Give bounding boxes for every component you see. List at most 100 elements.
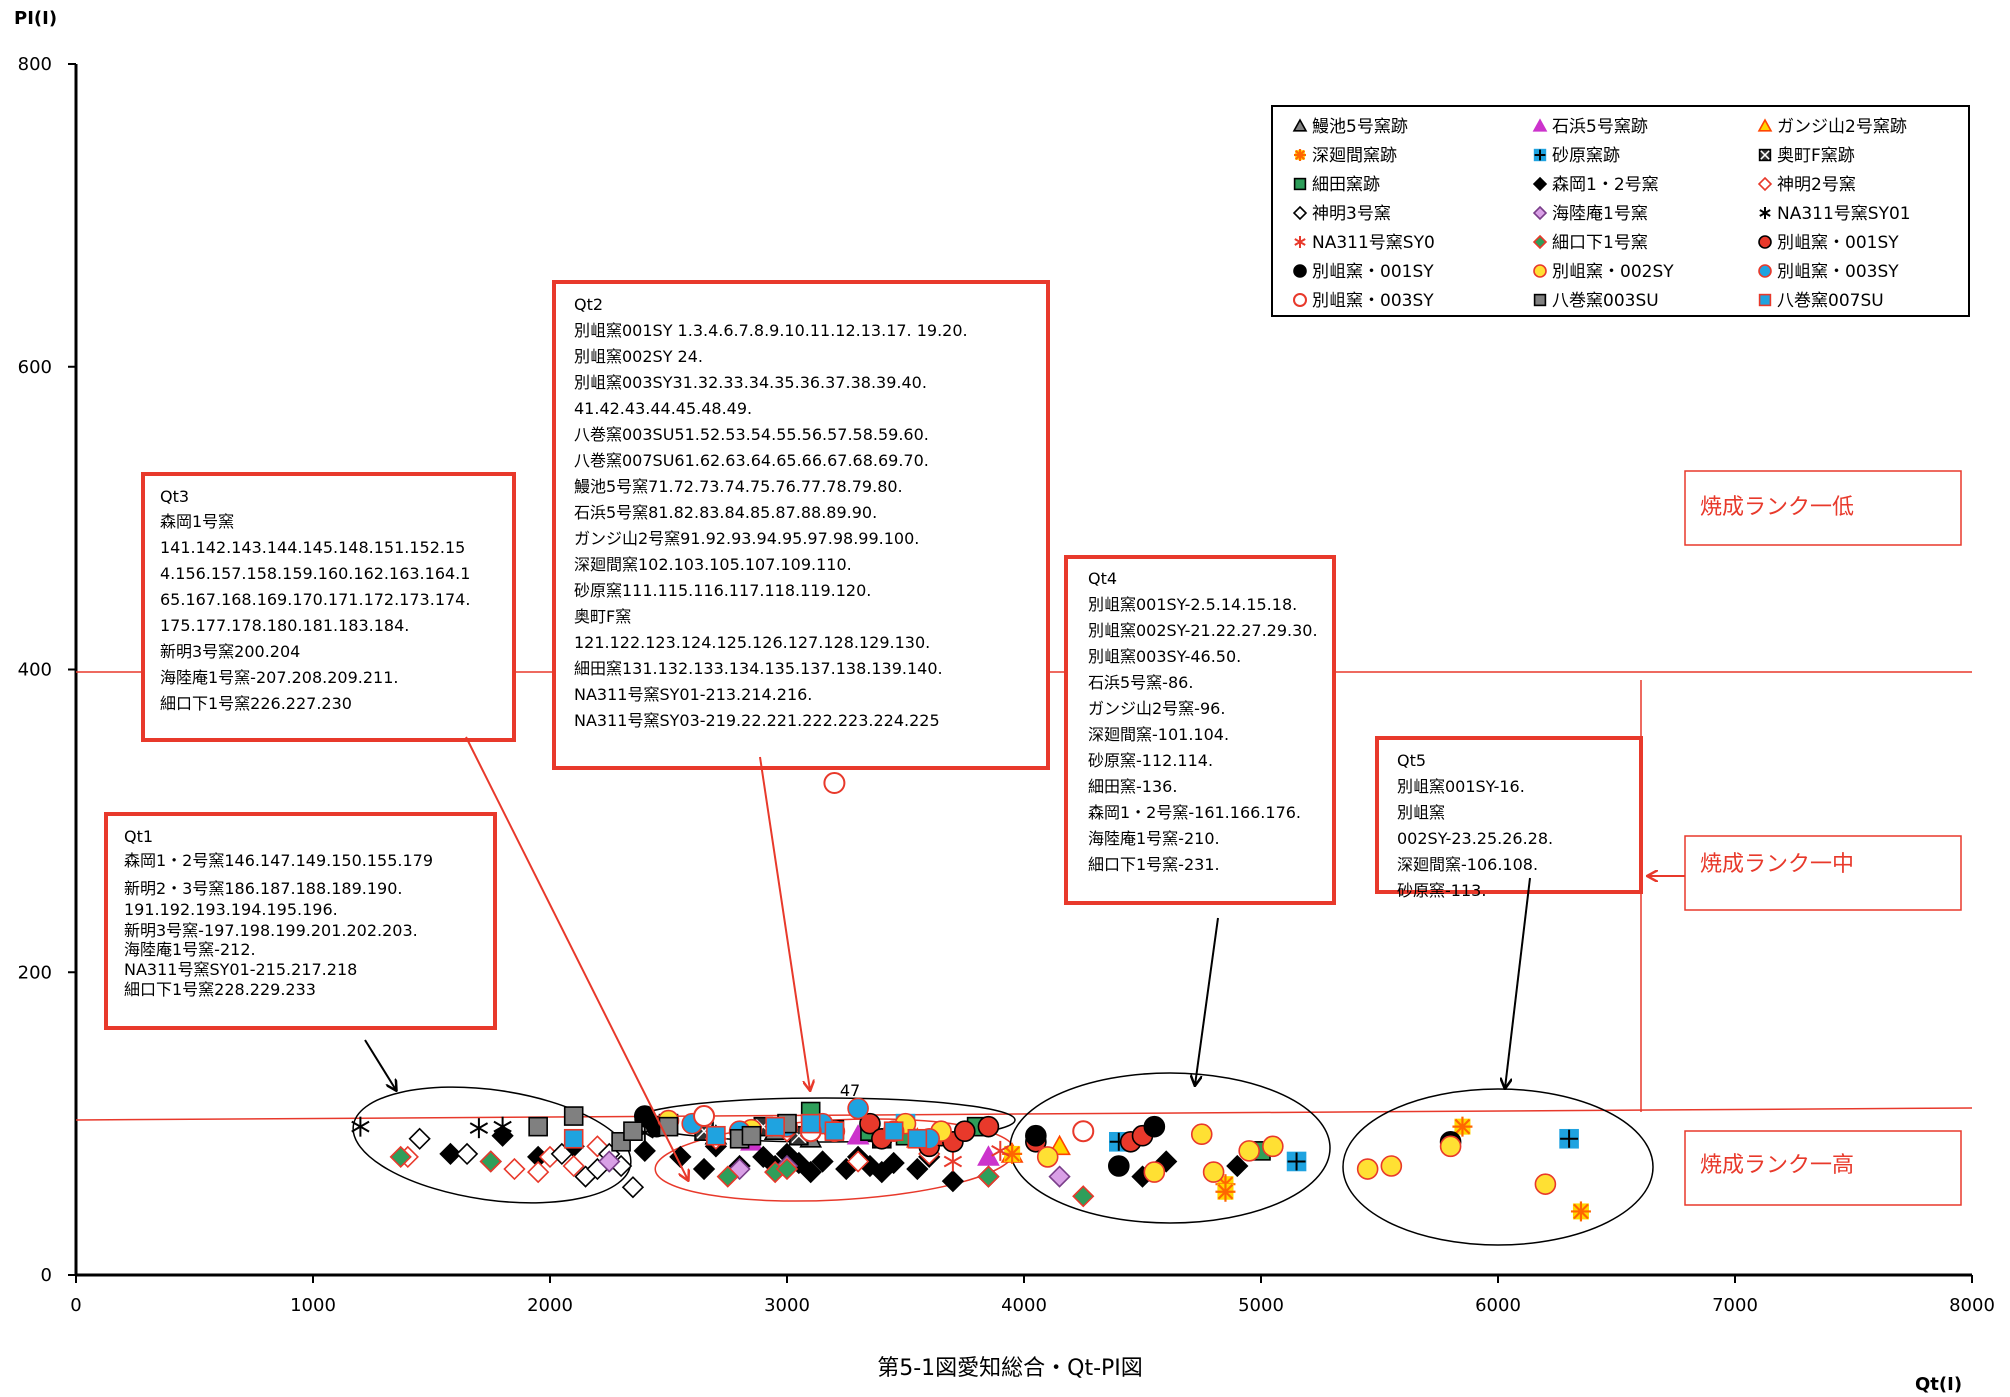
- data-point: [621, 1176, 645, 1199]
- annotation-qt4: Qt4 別岨窯001SY-2.5.14.15.18. 別岨窯002SY-21.2…: [1064, 555, 1336, 905]
- point-label-47: 47: [840, 1081, 860, 1100]
- legend-entry: 別岨窯・002SY: [1533, 262, 1674, 282]
- annotation-qt3-line: 175.177.178.180.181.183.184.: [160, 616, 409, 635]
- y-tick-label: 0: [41, 1265, 52, 1286]
- x-tick-label: 0: [70, 1295, 81, 1316]
- legend-entry: 八巻窯007SU: [1758, 291, 1884, 311]
- data-point: [1262, 1135, 1284, 1158]
- annotation-qt2-title: Qt2: [574, 295, 603, 314]
- data-point: [1143, 1115, 1166, 1138]
- annotation-qt3-line: 141.142.143.144.145.148.151.152.15: [160, 538, 465, 557]
- annotation-qt2-line: 121.122.123.124.125.126.127.128.129.130.: [574, 633, 930, 652]
- annotation-qt2-line: 別岨窯003SY31.32.33.34.35.36.37.38.39.40.: [574, 373, 927, 392]
- legend-entry: 砂原窯跡: [1533, 146, 1620, 166]
- data-point: [977, 1165, 1000, 1188]
- data-point: [693, 1105, 716, 1128]
- annotation-qt3-line: 65.167.168.169.170.171.172.173.174.: [160, 590, 470, 609]
- annotation-qt2-line: 砂原窯111.115.116.117.118.119.120.: [574, 581, 871, 600]
- legend-entry-label: 石浜5号窯跡: [1552, 117, 1648, 137]
- annotation-qt5-box: [1375, 736, 1643, 894]
- annotation-qt1-line: 森岡1・2号窯146.147.149.150.155.179: [124, 851, 433, 870]
- annotation-qt2-line: 鰻池5号窯71.72.73.74.75.76.77.78.79.80.: [574, 477, 903, 496]
- svg-text:Qt5 別岨窯001SY-16. 別: Qt5 別岨窯001SY-16. 別岨窯 002SY-23.25.26.28. …: [1397, 751, 1558, 900]
- annotation-qt4-line: 砂原窯-112.114.: [1088, 751, 1213, 770]
- legend-entry-label: 八巻窯003SU: [1552, 291, 1659, 311]
- data-point: [598, 1150, 621, 1173]
- data-point: [846, 1150, 870, 1173]
- annotation-qt2: Qt2 別岨窯001SY 1.3.4.6.7.8.9.10.11.12.13.1…: [552, 280, 1050, 770]
- legend-entry-label: 別岨窯・002SY: [1552, 262, 1674, 282]
- annotation-qt4-box: [1064, 555, 1336, 905]
- svg-text:Qt1 森岡1・2号窯146.147.149.1: Qt1 森岡1・2号窯146.147.149.150.155.179 新明2・3…: [124, 827, 438, 999]
- arrow-qt4: [1195, 917, 1219, 1085]
- legend-entry: 海陸庵1号窯: [1532, 204, 1648, 224]
- data-point: [479, 1150, 502, 1173]
- data-point: [775, 1157, 799, 1181]
- annotation-qt2-line: 八巻窯007SU61.62.63.64.65.66.67.68.69.70.: [574, 451, 929, 470]
- legend-entry-label: 八巻窯007SU: [1777, 291, 1884, 311]
- legend-entry: NA311号窯SY01: [1759, 204, 1911, 224]
- svg-text:Qt3 森岡1号窯 141.142.: Qt3 森岡1号窯 141.142.143.144.145.148.151.15…: [160, 487, 476, 713]
- data-point: [633, 1139, 656, 1163]
- data-point: [1439, 1135, 1462, 1158]
- svg-text:焼成ランク一中: 焼成ランク一中: [1700, 852, 1854, 877]
- data-point: [1559, 1128, 1579, 1149]
- data-point: [623, 1121, 643, 1141]
- data-point: [455, 1142, 479, 1166]
- data-point: [800, 1113, 821, 1134]
- annotation-qt4-line: 別岨窯001SY-2.5.14.15.18.: [1088, 595, 1297, 614]
- data-point: [1025, 1124, 1047, 1147]
- data-point: [1534, 1173, 1557, 1195]
- data-point: [706, 1125, 726, 1146]
- arrow-qt2: [759, 756, 810, 1090]
- annotation-qt2-line: 別岨窯002SY 24.: [574, 347, 703, 366]
- annotation-qt5-line: 別岨窯: [1397, 803, 1445, 822]
- legend-entry-label: 海陸庵1号窯: [1552, 204, 1648, 224]
- legend-entry: 奥町F窯跡: [1758, 146, 1855, 166]
- annotation-qt3-line: 細口下1号窯226.227.230: [160, 694, 352, 713]
- x-tick-label: 8000: [1949, 1295, 1995, 1316]
- svg-text:Qt4 別岨窯001SY-2.5.14.15.1: Qt4 別岨窯001SY-2.5.14.15.18. 別岨窯002SY-21.2…: [1088, 569, 1323, 874]
- data-point: [528, 1116, 548, 1137]
- legend-entry: 八巻窯003SU: [1533, 291, 1659, 311]
- annotation-qt2-line: 八巻窯003SU51.52.53.54.55.56.57.58.59.60.: [574, 425, 929, 444]
- data-point: [1570, 1201, 1591, 1222]
- annotation-qt2-line: 奥町F窯: [574, 607, 631, 626]
- annotation-qt1: Qt1 森岡1・2号窯146.147.149.150.155.179 新明2・3…: [104, 812, 497, 1030]
- data-point: [977, 1115, 1000, 1138]
- annotation-qt4-line: 森岡1・2号窯-161.166.176.: [1088, 803, 1301, 822]
- legend-entry-label: 別岨窯・001SY: [1312, 262, 1434, 282]
- y-tick-label: 200: [18, 962, 52, 983]
- data-point: [439, 1142, 462, 1166]
- annotation-qt3-line: 新明3号窯200.204: [160, 642, 300, 661]
- y-tick-label: 400: [18, 660, 52, 681]
- data-point: [977, 1145, 1000, 1166]
- data-point: [906, 1157, 929, 1181]
- cluster-qt5-ellipse: [1342, 1088, 1654, 1246]
- annotation-qt4-line: ガンジ山2号窯-96.: [1088, 699, 1225, 718]
- annotation-qt1-line: 海陸庵1号窯-212.: [124, 940, 256, 959]
- legend-entry-label: 別岨窯・001SY: [1777, 233, 1899, 253]
- data-point: [503, 1157, 526, 1181]
- annotation-qt2-line: 別岨窯001SY 1.3.4.6.7.8.9.10.11.12.13.17. 1…: [574, 321, 968, 340]
- data-point: [943, 1151, 963, 1172]
- arrow-qt1: [364, 1039, 396, 1090]
- data-points: [351, 772, 1591, 1222]
- data-point: [765, 1116, 785, 1137]
- annotation-qt1-line: 191.192.193.194.195.196.: [124, 900, 338, 919]
- annotation-qt2-line: 深廻間窯102.103.105.107.109.110.: [574, 555, 852, 574]
- data-point: [351, 1116, 370, 1137]
- annotation-qt5-title: Qt5: [1397, 751, 1426, 770]
- legend-entry: 別岨窯・003SY: [1758, 262, 1899, 282]
- data-point: [741, 1125, 762, 1146]
- x-tick-label: 2000: [527, 1295, 573, 1316]
- legend-entry-label: 神明2号窯: [1777, 175, 1856, 195]
- annotation-qt5-line: 砂原窯-113.: [1397, 881, 1486, 900]
- rank-label-low: 焼成ランク一低: [1684, 470, 1962, 546]
- data-point: [1286, 1151, 1307, 1172]
- annotation-qt1-line: 細口下1号窯228.229.233: [124, 980, 316, 999]
- data-point: [1380, 1155, 1403, 1177]
- legend-entry-label: ガンジ山2号窯跡: [1777, 117, 1907, 137]
- data-point: [799, 1160, 822, 1184]
